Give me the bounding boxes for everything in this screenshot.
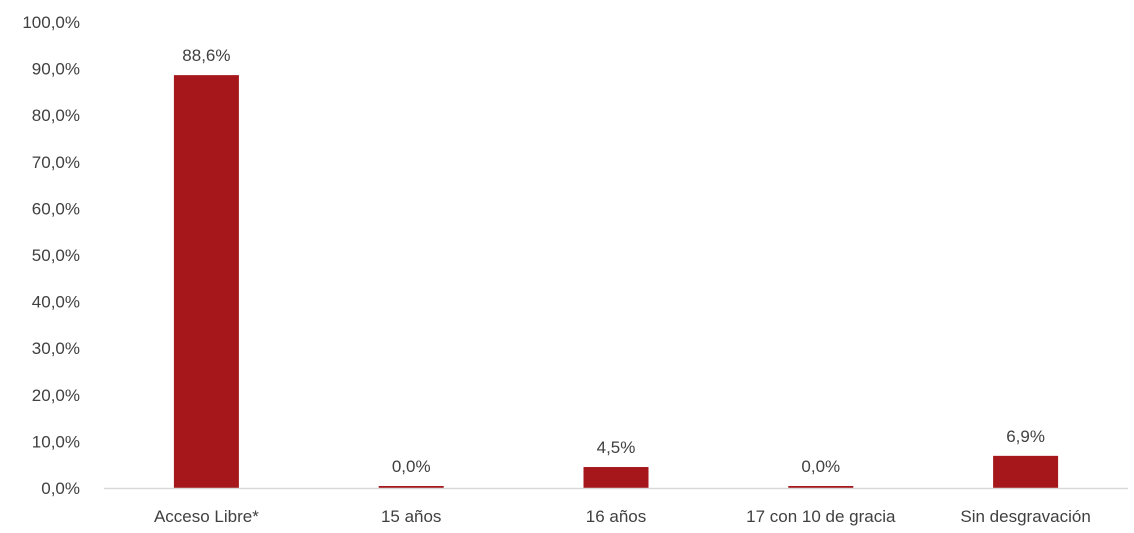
bar (993, 455, 1059, 488)
data-label: 4,5% (597, 438, 636, 457)
y-tick-label: 90,0% (32, 60, 80, 79)
x-tick-label: 15 años (381, 507, 442, 526)
y-tick-label: 70,0% (32, 153, 80, 172)
bar (583, 467, 649, 488)
x-axis-tick-labels: Acceso Libre* 15 años 16 años 17 con 10 de … (154, 507, 1091, 526)
bar (173, 75, 239, 489)
y-tick-label: 20,0% (32, 386, 80, 405)
data-labels-group: 88,6% 0,0% 4,5% 0,0% 6,9% (182, 46, 1045, 476)
y-axis-tick-labels: 0,0% 10,0% 20,0% 30,0% 40,0% 50,0% 60,0% 70,0% 8… (22, 13, 80, 498)
y-tick-label: 0,0% (41, 479, 80, 498)
data-label: 0,0% (392, 457, 431, 476)
data-label: 6,9% (1006, 427, 1045, 446)
y-tick-label: 100,0% (22, 13, 80, 32)
bar (378, 486, 444, 488)
data-label: 88,6% (182, 46, 230, 65)
y-tick-label: 80,0% (32, 106, 80, 125)
x-tick-label: 17 con 10 de gracia (746, 507, 896, 526)
y-tick-label: 30,0% (32, 339, 80, 358)
x-tick-label: 16 años (586, 507, 647, 526)
bars-group (173, 75, 1059, 489)
data-label: 0,0% (801, 457, 840, 476)
x-tick-label: Sin desgravación (960, 507, 1090, 526)
y-tick-label: 50,0% (32, 246, 80, 265)
y-tick-label: 10,0% (32, 432, 80, 451)
y-tick-label: 60,0% (32, 199, 80, 218)
y-tick-label: 40,0% (32, 293, 80, 312)
x-tick-label: Acceso Libre* (154, 507, 259, 526)
bar (788, 486, 854, 488)
